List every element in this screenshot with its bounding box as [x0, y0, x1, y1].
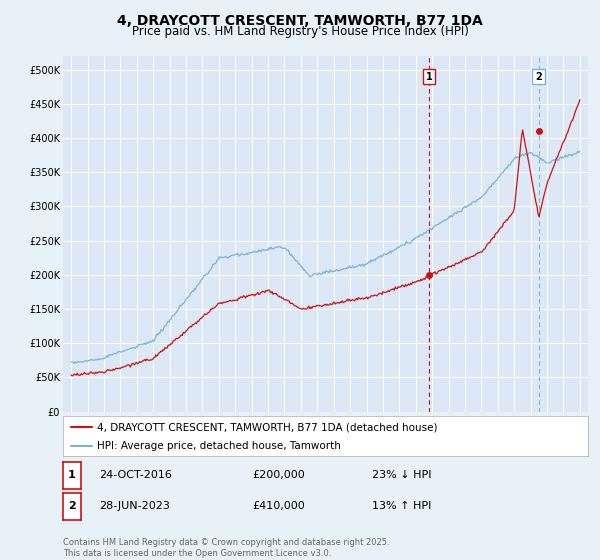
Text: 2: 2 [535, 72, 542, 82]
Text: 1: 1 [68, 470, 76, 480]
Text: 13% ↑ HPI: 13% ↑ HPI [372, 501, 431, 511]
Text: £200,000: £200,000 [252, 470, 305, 480]
Text: 23% ↓ HPI: 23% ↓ HPI [372, 470, 431, 480]
Text: 4, DRAYCOTT CRESCENT, TAMWORTH, B77 1DA: 4, DRAYCOTT CRESCENT, TAMWORTH, B77 1DA [117, 14, 483, 28]
Text: 28-JUN-2023: 28-JUN-2023 [99, 501, 170, 511]
Text: £410,000: £410,000 [252, 501, 305, 511]
Text: HPI: Average price, detached house, Tamworth: HPI: Average price, detached house, Tamw… [97, 441, 341, 451]
Text: 1: 1 [426, 72, 433, 82]
Text: 24-OCT-2016: 24-OCT-2016 [99, 470, 172, 480]
Text: Price paid vs. HM Land Registry's House Price Index (HPI): Price paid vs. HM Land Registry's House … [131, 25, 469, 38]
Text: 2: 2 [68, 501, 76, 511]
Text: 4, DRAYCOTT CRESCENT, TAMWORTH, B77 1DA (detached house): 4, DRAYCOTT CRESCENT, TAMWORTH, B77 1DA … [97, 422, 437, 432]
Text: Contains HM Land Registry data © Crown copyright and database right 2025.
This d: Contains HM Land Registry data © Crown c… [63, 538, 389, 558]
